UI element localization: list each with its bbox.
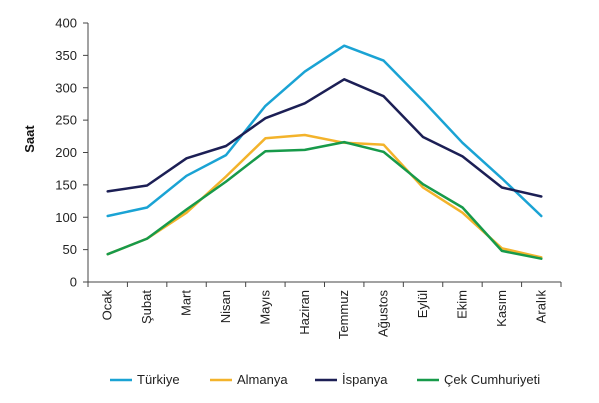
series-line-4 [106,140,543,260]
y-tick-label: 350 [55,48,77,63]
legend-label: Çek Cumhuriyeti [444,372,540,387]
x-tick-label: Mayıs [257,290,272,325]
series-line-2 [106,133,543,259]
y-tick-label: 400 [55,16,77,31]
legend-item-2[interactable]: Almanya [210,372,288,387]
y-tick-label: 0 [70,275,77,290]
legend-label: İspanya [342,372,388,387]
y-tick-labels: 0 50 100 150 200 250 300 350 400 [55,16,88,290]
x-tick-label: Ağustos [376,290,391,337]
x-tick-label: Ocak [100,290,115,321]
legend-label: Almanya [237,372,288,387]
x-tick-label: Eylül [415,290,430,318]
legend[interactable]: Türkiye Almanya İspanya Çek Cumhuriyeti [110,372,540,387]
y-tick-label: 300 [55,80,77,95]
x-tick-label: Şubat [139,290,154,324]
x-tick-label: Nisan [218,290,233,323]
y-axis-title: Saat [22,125,37,153]
series-lines [106,44,543,260]
x-tick-label: Aralık [533,290,548,324]
legend-item-3[interactable]: İspanya [315,372,388,387]
series-line-1 [106,44,543,218]
y-tick-label: 200 [55,145,77,160]
x-tick-label: Mart [179,290,194,316]
x-tick-label: Temmuz [336,290,351,339]
x-tick-label: Kasım [494,290,509,327]
legend-item-1[interactable]: Türkiye [110,372,180,387]
axes [87,23,561,283]
legend-item-4[interactable]: Çek Cumhuriyeti [417,372,540,387]
y-tick-label: 100 [55,210,77,225]
y-tick-label: 150 [55,177,77,192]
series-line-3 [106,78,543,198]
x-tick-label: Ekim [454,290,469,319]
x-tick-labels: Ocak Şubat Mart Nisan Mayıs Haziran Temmuz Ağus… [87,282,562,339]
x-tick-label: Haziran [297,290,312,335]
y-tick-label: 50 [63,242,77,257]
y-tick-label: 250 [55,113,77,128]
legend-label: Türkiye [137,372,180,387]
